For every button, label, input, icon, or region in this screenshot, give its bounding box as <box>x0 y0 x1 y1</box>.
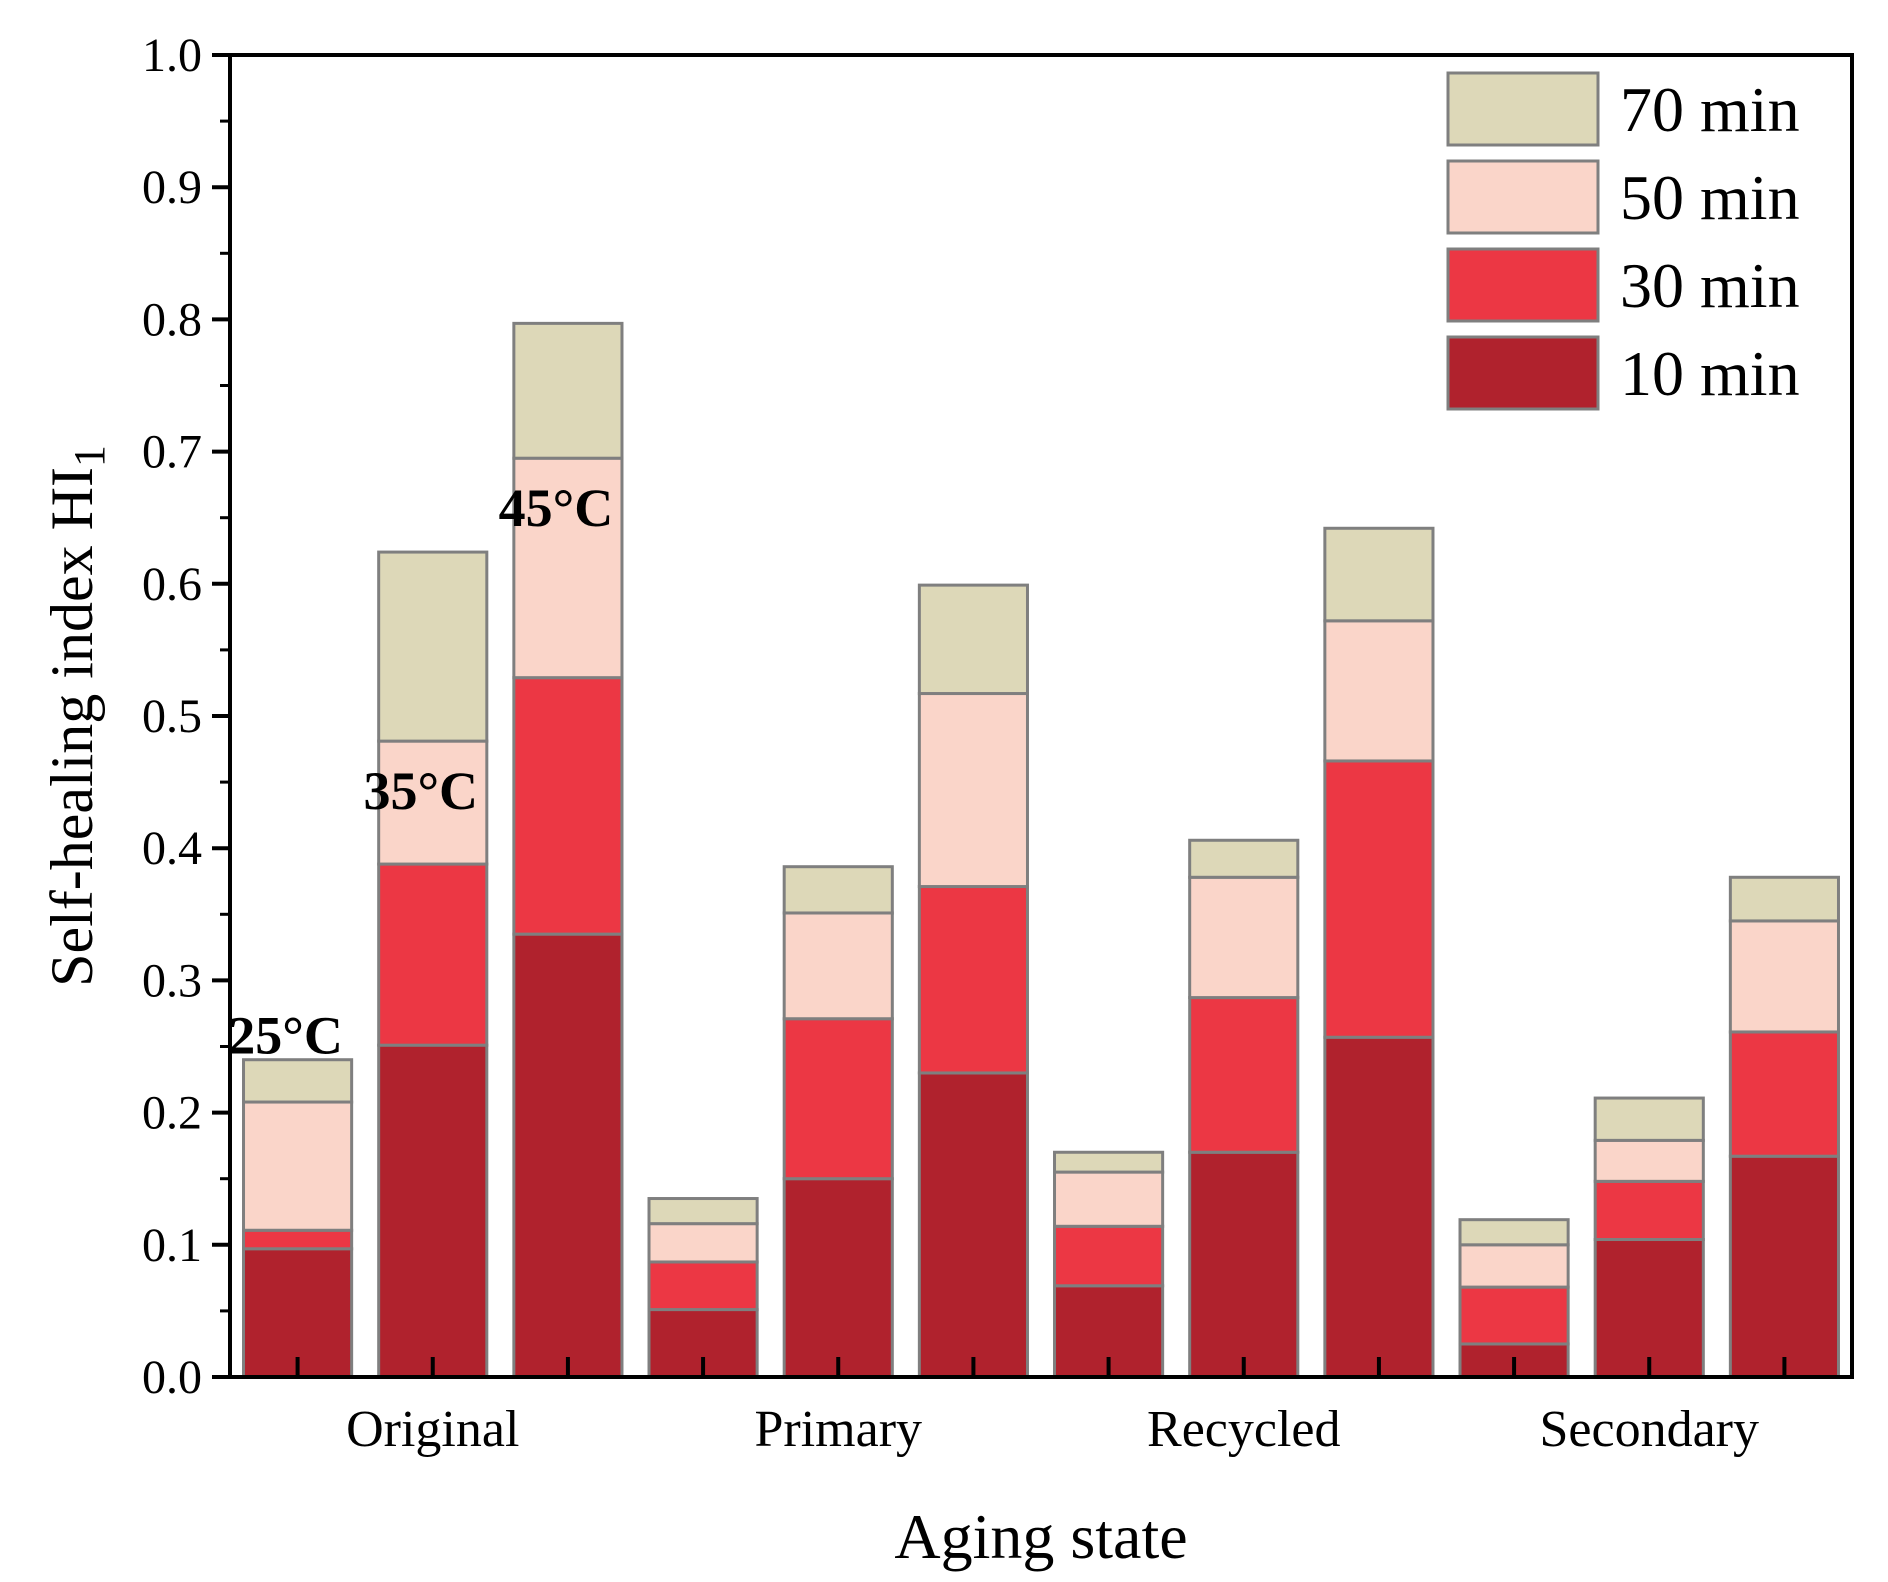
bar-segment-recycled-25c-70min <box>1053 1150 1165 1174</box>
y-tick-label: 0.0 <box>142 1351 202 1404</box>
bar-segment-primary-45c-70min <box>917 583 1029 696</box>
bar-segment-recycled-45c-10min <box>1323 1035 1435 1379</box>
bar-segment-original-25c-70min <box>242 1058 354 1104</box>
bar-segment-recycled-25c-50min <box>1053 1170 1165 1228</box>
legend-swatch-50min <box>1446 159 1600 235</box>
bar-segment-original-25c-30min <box>242 1228 354 1251</box>
bar-segment-recycled-25c-30min <box>1053 1224 1165 1288</box>
bar-segment-primary-45c-10min <box>917 1071 1029 1379</box>
y-tick-label: 0.8 <box>142 293 202 346</box>
bar-segment-primary-45c-50min <box>917 692 1029 889</box>
bar-segment-primary-45c-30min <box>917 885 1029 1075</box>
bar-segment-original-35c-10min <box>377 1043 489 1379</box>
label-layer: 0.0 0.1 0.2 0.3 0.4 0.5 0.6 0.7 0.8 0.9 1.0 Origina… <box>39 29 1759 1572</box>
y-tick-label: 0.6 <box>142 558 202 611</box>
bar-segment-original-35c-50min <box>377 739 489 866</box>
bar-segment-primary-25c-30min <box>647 1260 759 1312</box>
bar-segment-recycled-45c-30min <box>1323 759 1435 1039</box>
bar-segment-recycled-35c-10min <box>1188 1150 1300 1379</box>
bar-segment-original-35c-70min <box>377 550 489 743</box>
bar-segment-recycled-35c-70min <box>1188 838 1300 879</box>
bar-segment-secondary-35c-30min <box>1593 1179 1705 1242</box>
bar-segment-recycled-45c-50min <box>1323 619 1435 763</box>
y-tick-label: 0.1 <box>142 1219 202 1272</box>
y-tick-label: 0.7 <box>142 426 202 479</box>
bar-segment-secondary-45c-70min <box>1728 875 1840 923</box>
bar-segment-primary-25c-70min <box>647 1197 759 1226</box>
temperature-label-25c: 25°C <box>228 1006 343 1066</box>
legend-label-50min: 50 min <box>1620 162 1800 233</box>
bar-segment-secondary-45c-10min <box>1728 1154 1840 1379</box>
legend-swatch-70min <box>1446 71 1600 147</box>
legend-swatch-10min <box>1446 335 1600 411</box>
bar-segment-secondary-25c-70min <box>1458 1218 1570 1247</box>
y-axis-title-subscript: 1 <box>65 445 114 467</box>
bar-segment-secondary-25c-50min <box>1458 1243 1570 1289</box>
y-tick-label: 0.2 <box>142 1087 202 1140</box>
bar-segment-primary-35c-50min <box>782 911 894 1021</box>
bar-segment-secondary-35c-50min <box>1593 1138 1705 1183</box>
bar-segment-secondary-35c-10min <box>1593 1238 1705 1379</box>
bar-segment-original-35c-30min <box>377 862 489 1047</box>
temperature-label-45c: 45°C <box>499 478 614 538</box>
bar-segment-original-45c-70min <box>512 321 624 460</box>
bar-segment-original-45c-30min <box>512 676 624 936</box>
x-group-label-primary: Primary <box>754 1401 922 1458</box>
bar-segment-primary-35c-70min <box>782 865 894 915</box>
bar-segment-primary-25c-50min <box>647 1222 759 1264</box>
bar-segment-original-25c-10min <box>242 1247 354 1379</box>
legend-label-10min: 10 min <box>1620 338 1800 409</box>
bar-segment-secondary-25c-30min <box>1458 1285 1570 1346</box>
legend: 70 min 50 min 30 min 10 min <box>1446 71 1800 411</box>
y-tick-label: 0.4 <box>142 822 202 875</box>
bar-segment-recycled-35c-50min <box>1188 875 1300 1000</box>
legend-label-70min: 70 min <box>1620 74 1800 145</box>
bar-segment-primary-35c-10min <box>782 1177 894 1379</box>
y-tick-label: 0.3 <box>142 954 202 1007</box>
bar-segment-recycled-45c-70min <box>1323 526 1435 623</box>
bar-segment-recycled-35c-30min <box>1188 996 1300 1154</box>
x-group-label-secondary: Secondary <box>1540 1401 1759 1458</box>
x-axis-title: Aging state <box>894 1501 1187 1572</box>
y-axis-title: Self-healing index HI1 <box>39 445 114 987</box>
temperature-label-35c: 35°C <box>363 761 478 821</box>
y-tick-label: 0.9 <box>142 161 202 214</box>
bar-segment-original-25c-50min <box>242 1100 354 1232</box>
bar-segment-original-45c-10min <box>512 932 624 1379</box>
y-tick-label: 1.0 <box>142 29 202 82</box>
bar-layer <box>242 321 1840 1379</box>
bar-segment-secondary-45c-50min <box>1728 919 1840 1034</box>
y-tick-label: 0.5 <box>142 690 202 743</box>
legend-label-30min: 30 min <box>1620 250 1800 321</box>
bar-segment-secondary-45c-30min <box>1728 1030 1840 1158</box>
y-axis-title-text: Self-healing index HI <box>39 467 105 987</box>
x-group-label-original: Original <box>346 1401 519 1458</box>
axes-layer <box>212 53 1854 1379</box>
x-group-label-recycled: Recycled <box>1147 1401 1340 1458</box>
legend-swatch-30min <box>1446 247 1600 323</box>
bar-segment-secondary-35c-70min <box>1593 1096 1705 1142</box>
bar-segment-primary-35c-30min <box>782 1017 894 1181</box>
